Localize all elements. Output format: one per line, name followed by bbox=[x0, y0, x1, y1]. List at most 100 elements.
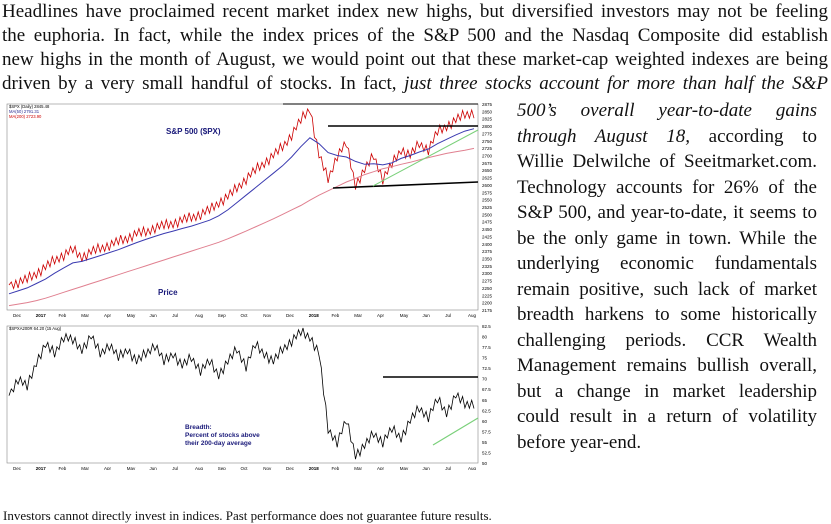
side-line: 500’s overall year-to-date gains bbox=[517, 98, 817, 124]
x-tick-label: Mar bbox=[81, 313, 89, 318]
y-tick-label: 2875 bbox=[482, 102, 493, 107]
x-tick-label: Oct bbox=[241, 313, 249, 318]
side-line-text: be the only game in town. While the bbox=[517, 228, 817, 249]
side-line-text: Technology accounts for 26% of the bbox=[517, 177, 817, 198]
y-tick-label: 2300 bbox=[482, 271, 493, 276]
y-tick-label: 2400 bbox=[482, 242, 493, 247]
y-tick-label: 2750 bbox=[482, 139, 493, 144]
side-line: remain positive, such lack of market bbox=[517, 277, 817, 303]
x-tick-label: 2018 bbox=[309, 466, 320, 470]
y-tick-label: 2450 bbox=[482, 227, 493, 232]
plot-frame bbox=[7, 104, 478, 310]
intro-italic-tail: just three stocks account for more than … bbox=[404, 73, 828, 94]
y-tick-label: 77.5 bbox=[482, 345, 491, 350]
side-line: through August 18, according to bbox=[517, 124, 817, 150]
y-tick-label: 2350 bbox=[482, 257, 493, 262]
side-line: Willie Delwilche of Seeitmarket.com. bbox=[517, 149, 817, 175]
intro-line: Headlines have proclaimed recent market … bbox=[2, 0, 828, 24]
y-tick-label: 2700 bbox=[482, 154, 493, 159]
y-tick-label: 57.5 bbox=[482, 429, 491, 434]
x-tick-label: Sep bbox=[218, 466, 227, 470]
x-tick-label: Jun bbox=[150, 466, 158, 470]
x-tick-label: May bbox=[127, 466, 136, 470]
y-tick-label: 2575 bbox=[482, 190, 493, 195]
x-tick-label: Oct bbox=[241, 466, 249, 470]
x-tick-label: Apr bbox=[104, 466, 112, 470]
chart-svg: 2875285028252800277527502725270026752650… bbox=[3, 100, 505, 470]
intro-line: the euphoria. In fact, while the index p… bbox=[2, 24, 828, 48]
side-line-text: challenging periods. CCR Wealth bbox=[517, 330, 817, 351]
side-line-tail: according to bbox=[690, 126, 817, 147]
x-tick-label: Feb bbox=[59, 313, 67, 318]
side-line: underlying economic fundamentals bbox=[517, 251, 817, 277]
side-line: challenging periods. CCR Wealth bbox=[517, 328, 817, 354]
x-tick-label: Sep bbox=[218, 313, 227, 318]
side-line-text: Management remains bullish overall, bbox=[517, 355, 817, 376]
x-tick-label: Nov bbox=[263, 313, 272, 318]
price-label: Price bbox=[158, 288, 178, 297]
y-tick-label: 2275 bbox=[482, 279, 493, 284]
y-tick-label: 2600 bbox=[482, 183, 493, 188]
y-tick-label: 2500 bbox=[482, 212, 493, 217]
y-tick-label: 2475 bbox=[482, 220, 493, 225]
y-tick-label: 75 bbox=[482, 356, 488, 361]
y-tick-label: 2625 bbox=[482, 176, 493, 181]
side-line-text: through August 18, bbox=[517, 126, 690, 147]
y-tick-label: 2825 bbox=[482, 117, 493, 122]
side-line-text: before year-end. bbox=[517, 432, 641, 453]
y-tick-label: 60 bbox=[482, 419, 488, 424]
y-tick-label: 67.5 bbox=[482, 387, 491, 392]
side-line-text: Willie Delwilche of Seeitmarket.com. bbox=[517, 151, 817, 172]
side-line: Management remains bullish overall, bbox=[517, 353, 817, 379]
intro-line-text: driven by a very small handful of stocks… bbox=[2, 73, 404, 94]
intro-line: new highs in the month of August, we wou… bbox=[2, 48, 828, 72]
y-tick-label: 82.5 bbox=[482, 324, 491, 329]
side-line-text: remain positive, such lack of market bbox=[517, 279, 817, 300]
y-tick-label: 65 bbox=[482, 398, 488, 403]
y-tick-label: 62.5 bbox=[482, 408, 491, 413]
y-tick-label: 70 bbox=[482, 377, 488, 382]
y-tick-label: 2200 bbox=[482, 301, 493, 306]
y-tick-label: 2725 bbox=[482, 146, 493, 151]
x-tick-label: May bbox=[127, 313, 136, 318]
green-trend bbox=[373, 130, 478, 186]
y-tick-label: 2675 bbox=[482, 161, 493, 166]
y-tick-label: 2650 bbox=[482, 168, 493, 173]
x-tick-label: May bbox=[400, 313, 409, 318]
x-tick-label: May bbox=[400, 466, 409, 470]
x-tick-label: Jul bbox=[445, 313, 451, 318]
x-tick-label: Dec bbox=[286, 313, 295, 318]
x-tick-label: Jul bbox=[172, 313, 178, 318]
x-tick-label: Apr bbox=[104, 313, 112, 318]
x-tick-label: Feb bbox=[59, 466, 67, 470]
x-tick-label: Jun bbox=[423, 466, 431, 470]
breadth-label: their 200-day average bbox=[185, 440, 252, 447]
breadth-green-trend bbox=[433, 418, 478, 445]
y-tick-label: 72.5 bbox=[482, 366, 491, 371]
x-tick-label: Jul bbox=[445, 466, 451, 470]
side-line: before year-end. bbox=[517, 430, 817, 456]
chart-title: S&P 500 ($PX) bbox=[166, 127, 221, 136]
y-tick-label: 55 bbox=[482, 440, 488, 445]
side-line: S&P 500, and year-to-date, it seems to bbox=[517, 200, 817, 226]
x-tick-label: Jul bbox=[172, 466, 178, 470]
x-tick-label: Nov bbox=[263, 466, 272, 470]
breadth-label: Percent of stocks above bbox=[185, 432, 260, 439]
x-tick-label: Mar bbox=[81, 466, 89, 470]
x-tick-label: Apr bbox=[377, 466, 385, 470]
x-tick-label: Aug bbox=[468, 466, 477, 470]
y-tick-label: 2800 bbox=[482, 124, 493, 129]
side-line: be the only game in town. While the bbox=[517, 226, 817, 252]
y-tick-label: 2550 bbox=[482, 198, 493, 203]
breadth-label: Breadth: bbox=[185, 424, 212, 431]
x-tick-label: 2018 bbox=[309, 313, 320, 318]
legend-entry: $SPXA200R 64.20 (15 Aug) bbox=[9, 326, 62, 331]
side-line: but a change in market leadership bbox=[517, 379, 817, 405]
x-tick-label: Apr bbox=[377, 313, 385, 318]
x-tick-label: Dec bbox=[286, 466, 295, 470]
y-tick-label: 2775 bbox=[482, 131, 493, 136]
side-line-text: underlying economic fundamentals bbox=[517, 253, 817, 274]
x-tick-label: 2017 bbox=[36, 466, 47, 470]
x-tick-label: Jun bbox=[423, 313, 431, 318]
x-tick-label: Feb bbox=[332, 313, 340, 318]
